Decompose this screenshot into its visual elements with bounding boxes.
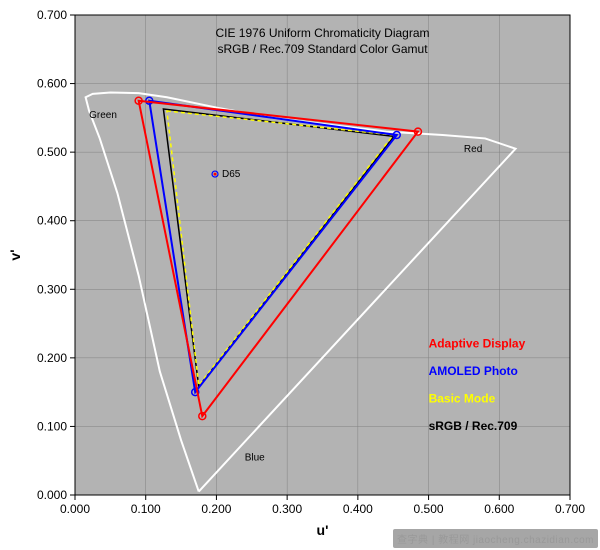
svg-text:0.000: 0.000 [60, 502, 90, 516]
svg-text:Green: Green [89, 110, 117, 121]
svg-text:Adaptive Display: Adaptive Display [429, 337, 526, 351]
svg-text:u': u' [317, 522, 329, 538]
svg-text:0.600: 0.600 [37, 77, 67, 91]
chart-container: 0.000 0.100 0.200 0.300 0.400 0.500 0.600 0.700… [0, 0, 600, 550]
svg-text:0.400: 0.400 [37, 214, 67, 228]
svg-text:0.100: 0.100 [37, 419, 67, 433]
svg-text:0.200: 0.200 [201, 502, 231, 516]
svg-text:sRGB / Rec.709 Standard Color: sRGB / Rec.709 Standard Color Gamut [217, 42, 428, 56]
svg-text:0.500: 0.500 [37, 145, 67, 159]
svg-text:0.000: 0.000 [37, 488, 67, 502]
svg-text:sRGB / Rec.709: sRGB / Rec.709 [429, 419, 518, 433]
svg-text:v': v' [7, 249, 23, 260]
chromaticity-diagram-svg: 0.000 0.100 0.200 0.300 0.400 0.500 0.600 0.700… [0, 0, 600, 550]
svg-text:Blue: Blue [245, 453, 265, 464]
svg-text:AMOLED Photo: AMOLED Photo [429, 364, 518, 378]
svg-text:0.500: 0.500 [414, 502, 444, 516]
svg-text:0.300: 0.300 [272, 502, 302, 516]
svg-text:0.400: 0.400 [343, 502, 373, 516]
svg-text:Red: Red [464, 144, 482, 155]
svg-text:CIE 1976 Uniform Chromaticity: CIE 1976 Uniform Chromaticity Diagram [215, 26, 429, 40]
svg-text:0.700: 0.700 [555, 502, 585, 516]
svg-text:0.700: 0.700 [37, 8, 67, 22]
svg-text:0.100: 0.100 [131, 502, 161, 516]
watermark-text: 查字典 | 教程网 jiaocheng.chazidian.com [393, 529, 598, 548]
svg-text:0.200: 0.200 [37, 351, 67, 365]
svg-text:0.600: 0.600 [484, 502, 514, 516]
svg-text:D65: D65 [222, 169, 241, 180]
svg-text:Basic Mode: Basic Mode [429, 391, 496, 405]
svg-text:0.300: 0.300 [37, 282, 67, 296]
